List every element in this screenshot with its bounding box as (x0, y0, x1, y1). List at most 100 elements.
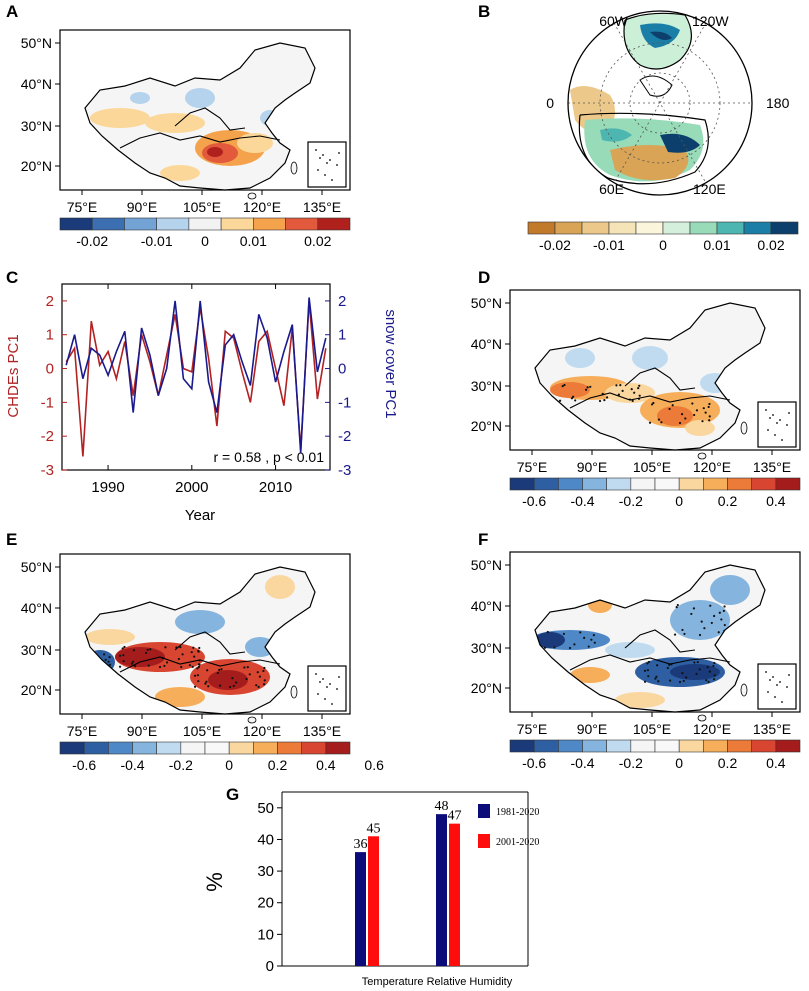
colorbar-swatch (59, 741, 85, 755)
colorbar-swatch (527, 221, 556, 235)
significance-dot (207, 685, 210, 688)
hainan-island (697, 452, 707, 460)
significance-dot (657, 418, 661, 421)
lat-tick-label: 30°N (21, 118, 52, 134)
significance-dot (713, 661, 716, 665)
significance-dot (590, 638, 593, 641)
colorbar-swatch (582, 477, 607, 491)
significance-dot (709, 604, 712, 607)
significance-dot (235, 681, 238, 684)
central-asia-snow (600, 128, 632, 142)
map-frame (509, 289, 801, 451)
significance-dot (666, 666, 669, 670)
xtick-label: 2010 (259, 479, 292, 496)
yangtze-river (569, 392, 731, 409)
significance-dot (568, 646, 572, 650)
yellow-river (624, 367, 696, 391)
series-snow-cover-pc1 (65, 297, 327, 454)
significance-dot (206, 669, 209, 672)
significance-dot (193, 655, 196, 658)
colorbar-swatch (188, 217, 222, 231)
lon-tick-label: 75°E (67, 199, 98, 215)
colorbar-swatch (124, 217, 157, 231)
colorbar-swatch (108, 741, 133, 755)
yangtze-river (569, 654, 731, 671)
colorbar-swatch (132, 741, 157, 755)
colorbar-swatch (533, 739, 559, 753)
significance-dot (228, 685, 232, 689)
significance-dot (708, 402, 711, 406)
colorbar-swatch (654, 477, 680, 491)
anomaly-patch (685, 420, 715, 436)
significance-dot (723, 605, 726, 608)
anomaly-patch (538, 400, 562, 416)
significance-dot (98, 668, 102, 672)
significance-dot (103, 653, 106, 656)
inset-island (786, 686, 788, 688)
significance-dot (643, 680, 647, 683)
significance-dot (720, 618, 723, 621)
significance-dot (633, 391, 636, 394)
ytick-right-label: -3 (338, 462, 351, 479)
lat-tick-label: 50°N (21, 559, 52, 575)
lat-tick-label: 20°N (21, 158, 52, 174)
anomaly-patch (85, 650, 115, 674)
significance-dot (574, 399, 577, 402)
significance-dot (700, 620, 703, 623)
inset-island (767, 429, 769, 431)
colorbar-swatch (180, 741, 206, 755)
inset-island (338, 676, 340, 678)
significance-dot (100, 665, 103, 668)
colorbar-swatch (558, 739, 583, 753)
significance-dot (713, 674, 716, 677)
significance-dot (673, 633, 677, 636)
china-border (84, 566, 316, 715)
significance-dot (192, 646, 195, 649)
anomaly-patch (115, 647, 165, 667)
colorbar-label: -0.4 (570, 755, 594, 771)
significance-dot (193, 685, 197, 688)
ytick-right-label: -1 (338, 394, 351, 411)
significance-dot (708, 419, 711, 422)
significance-dot (647, 675, 650, 678)
anomaly-patch (145, 113, 205, 133)
significance-dot (232, 684, 235, 688)
colorbar-swatch (533, 477, 559, 491)
lat-tick-label: 30°N (471, 640, 502, 656)
colorbar-swatch (91, 217, 125, 231)
significance-dot (704, 411, 707, 414)
inset-island (776, 684, 778, 686)
colorbar-label: 0 (659, 237, 667, 253)
inset-island (317, 693, 319, 695)
significance-dot (144, 651, 148, 655)
ytick-right-label: -2 (338, 428, 351, 445)
bar-data-label: 36 (354, 837, 368, 852)
anomaly-patch (565, 348, 595, 368)
inset-island (779, 419, 781, 421)
colorbar-swatch (662, 221, 691, 235)
lon-label-60e: 60E (599, 181, 624, 197)
significance-dot (134, 665, 137, 668)
colorbar-swatch (156, 741, 182, 755)
significance-dot (621, 389, 624, 392)
significance-dot (698, 633, 702, 637)
inset-island (315, 673, 317, 675)
significance-dot (693, 413, 696, 417)
significance-dot (257, 685, 260, 688)
inset-island (336, 164, 338, 166)
significance-dot (702, 407, 705, 410)
colorbar-label: 0.01 (240, 233, 267, 249)
significance-dot (617, 393, 620, 396)
significance-dot (657, 680, 660, 683)
significance-dot (146, 648, 149, 651)
significance-dot (198, 646, 201, 650)
inset-island (317, 169, 319, 171)
colorbar-label: 0.2 (718, 493, 738, 509)
significance-dot (205, 680, 208, 683)
colorbar-swatch (630, 739, 656, 753)
colorbar-swatch (253, 217, 286, 231)
colorbar-label: 0.2 (718, 755, 738, 771)
anomaly-patch (130, 92, 150, 104)
significance-dot (707, 405, 710, 409)
colorbar-swatch (220, 217, 254, 231)
